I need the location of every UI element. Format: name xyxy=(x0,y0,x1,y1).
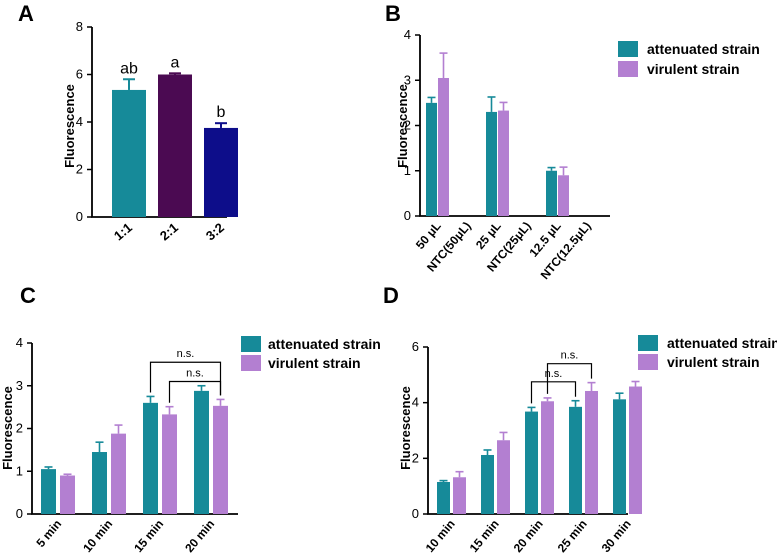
panel-b: B Fluorescence attenuated strain virulen… xyxy=(385,1,760,282)
panel-d-x-tick-label: 20 min xyxy=(511,517,546,555)
panel-a-x-tick-label: 2:1 xyxy=(157,220,181,244)
panel-a-y-tick-label: 6 xyxy=(76,67,83,82)
panel-c-x-tick-label: 5 min xyxy=(33,517,64,550)
panel-a-y-axis-label: Fluorescence xyxy=(62,84,77,168)
panel-d-ns-bracket xyxy=(530,381,577,404)
panel-c-bar xyxy=(60,475,75,514)
panel-d-bar xyxy=(453,477,466,514)
panel-b-y-tick-label: 4 xyxy=(404,27,411,42)
panel-d-legend-swatch-virulent xyxy=(638,354,658,370)
panel-d-x-tick-label: 10 min xyxy=(423,517,458,555)
panel-d-bar xyxy=(629,386,642,514)
panel-c-bar xyxy=(162,414,177,514)
panel-d-ns-label: n.s. xyxy=(545,368,563,380)
panel-d-x-tick-label: 15 min xyxy=(467,517,502,555)
panel-d-ns-label: n.s. xyxy=(561,350,579,362)
panel-d-x-tick-label: 25 min xyxy=(555,517,590,555)
panel-c-bar xyxy=(213,405,228,514)
panel-b-legend-swatch-attenuated xyxy=(618,41,638,57)
panel-a-bar xyxy=(158,74,192,217)
panel-d-legend-virulent: virulent strain xyxy=(667,354,760,370)
panel-c-legend-swatch-virulent xyxy=(241,355,261,371)
panel-d-y-tick-label: 0 xyxy=(412,506,419,521)
panel-d-bar xyxy=(569,406,582,514)
panel-b-y-tick-label: 0 xyxy=(404,208,411,223)
panel-d-legend-swatch-attenuated xyxy=(638,335,658,351)
panel-d-label: D xyxy=(383,283,399,308)
panel-c-y-tick-label: 2 xyxy=(16,421,23,436)
panel-c-y-axis-label: Fluorescence xyxy=(0,386,15,470)
panel-d-x-tick-label: 30 min xyxy=(599,517,634,555)
panel-a-y-tick-label: 8 xyxy=(76,19,83,34)
panel-d-bar xyxy=(613,399,626,514)
panel-b-y-tick-label: 2 xyxy=(404,118,411,133)
panel-c-bar xyxy=(111,433,126,514)
panel-b-y-axis-label: Fluorescence xyxy=(395,84,410,168)
panel-c-bar xyxy=(92,452,107,514)
panel-d: D Fluorescence attenuated strain virulen… xyxy=(383,283,777,555)
panel-d-bar xyxy=(585,390,598,514)
panel-c-ns-bracket xyxy=(168,380,222,403)
panel-b-y-tick-label: 3 xyxy=(404,72,411,87)
panel-b-bar xyxy=(546,170,557,216)
panel-a-label: A xyxy=(18,1,34,26)
panel-d-y-tick-label: 2 xyxy=(412,450,419,465)
panel-b-label: B xyxy=(385,1,401,26)
panel-d-bar xyxy=(437,481,450,514)
panel-b-legend-swatch-virulent xyxy=(618,61,638,77)
panel-d-y-tick-label: 6 xyxy=(412,339,419,354)
panel-c-y-tick-label: 4 xyxy=(16,335,23,350)
panel-a-bar xyxy=(112,89,146,217)
panel-d-y-axis-label: Fluorescence xyxy=(398,386,413,470)
panel-c-y-tick-label: 1 xyxy=(16,463,23,478)
panel-c-x-tick-label: 20 min xyxy=(182,517,217,555)
panel-b-bar xyxy=(558,175,569,216)
panel-c-legend-attenuated: attenuated strain xyxy=(268,336,381,352)
panel-b-y-tick-label: 1 xyxy=(404,163,411,178)
panel-c-legend-swatch-attenuated xyxy=(241,336,261,352)
panel-c-legend-virulent: virulent strain xyxy=(268,355,361,371)
panel-c: C Fluorescence attenuated strain virulen… xyxy=(0,283,381,555)
panel-c-label: C xyxy=(20,283,36,308)
panel-b-legend-attenuated: attenuated strain xyxy=(647,41,760,57)
panel-a-bar xyxy=(204,127,238,217)
panel-d-bar xyxy=(497,440,510,514)
panel-d-bar xyxy=(481,454,494,514)
panel-c-y-tick-label: 3 xyxy=(16,378,23,393)
panel-c-ns-bracket xyxy=(149,361,222,396)
panel-d-legend-attenuated: attenuated strain xyxy=(667,335,777,351)
panel-d-y-tick-label: 4 xyxy=(412,395,419,410)
panel-a-significance-letter: b xyxy=(217,104,226,121)
panel-d-bar xyxy=(541,401,554,514)
panel-b-legend-virulent: virulent strain xyxy=(647,61,740,77)
panel-d-ns-bracket xyxy=(546,363,593,394)
panel-b-bar xyxy=(498,110,509,216)
panel-b-bar xyxy=(486,111,497,216)
panel-b-bar xyxy=(438,77,449,216)
panel-d-bar xyxy=(525,411,538,514)
panel-a-y-tick-label: 2 xyxy=(76,162,83,177)
panel-a-significance-letter: ab xyxy=(120,60,138,77)
panel-c-bar xyxy=(194,390,209,514)
panel-c-bar xyxy=(41,469,56,514)
panel-c-y-tick-label: 0 xyxy=(16,506,23,521)
panel-a-y-tick-label: 0 xyxy=(76,209,83,224)
panel-a-y-tick-label: 4 xyxy=(76,114,83,129)
panel-c-x-tick-label: 15 min xyxy=(131,517,166,555)
panel-a-significance-letter: a xyxy=(171,54,180,71)
panel-c-ns-label: n.s. xyxy=(186,367,204,379)
panel-a-x-tick-label: 3:2 xyxy=(203,220,227,244)
panel-c-x-tick-label: 10 min xyxy=(80,517,115,555)
panel-a-x-tick-label: 1:1 xyxy=(111,220,135,244)
panel-c-ns-label: n.s. xyxy=(177,348,195,360)
panel-b-bar xyxy=(426,102,437,216)
panel-c-bar xyxy=(143,402,158,514)
